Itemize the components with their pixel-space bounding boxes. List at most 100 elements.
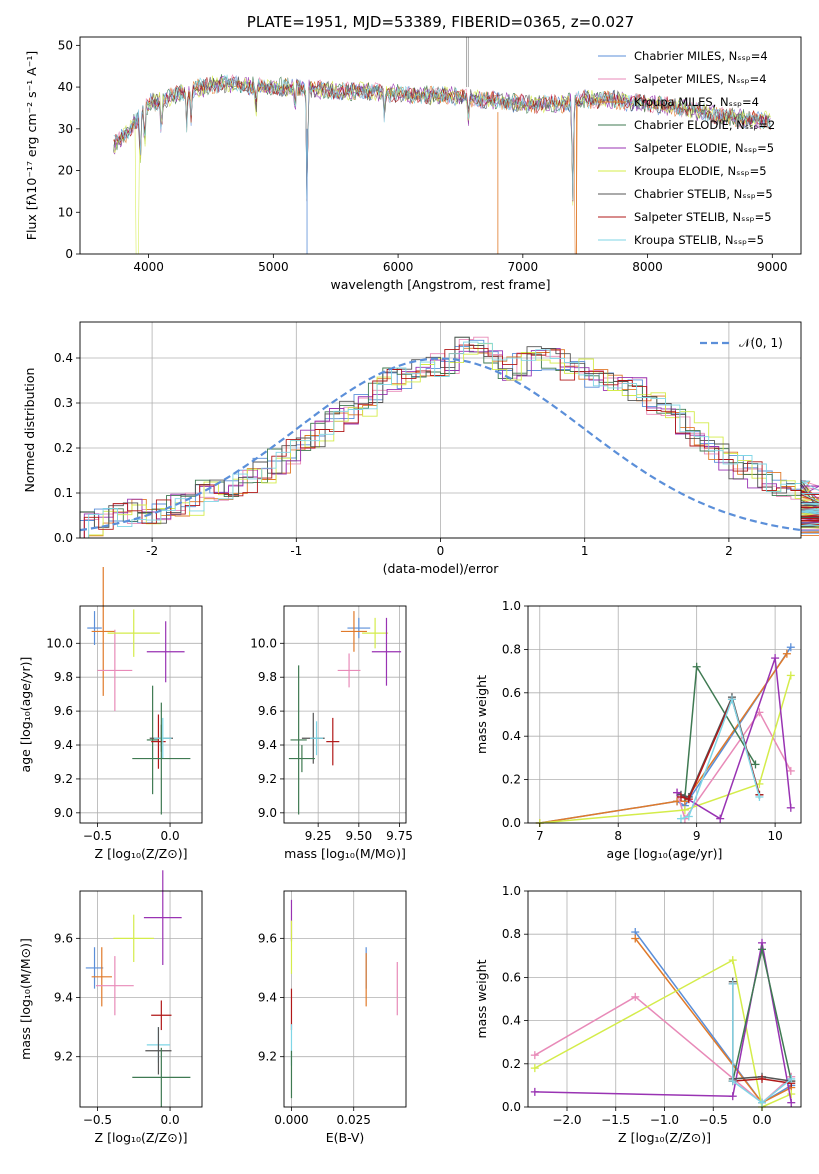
errorbar-point	[85, 947, 104, 989]
y-tick-label: 0.2	[502, 773, 521, 787]
y-tick-label: 40	[58, 80, 73, 94]
errorbar-point	[91, 947, 112, 1007]
errorbar-point	[146, 621, 185, 683]
y-tick-label: 30	[58, 122, 73, 136]
chart-age-weight: 7 8 9 10 0.0 0.2 0.4 0.6 0.8 1.0 age [log₁₀(age/yr…	[474, 599, 802, 861]
legend-label: 𝒩(0, 1)	[739, 336, 783, 350]
x-tick-label: 10	[767, 829, 782, 843]
errorbar-point	[290, 665, 307, 815]
errorbar-point	[132, 1047, 191, 1107]
y-tick-label: 0.6	[502, 970, 521, 984]
series-line	[539, 646, 792, 824]
x-tick-label: 7	[536, 829, 544, 843]
y-tick-label: 9.8	[258, 670, 277, 684]
x-tick-label: −1.0	[650, 1113, 679, 1127]
x-axis-label: mass [log₁₀(M/M⊙)]	[284, 846, 406, 861]
legend-label: Kroupa STELIB, Nₛₛₚ=5	[634, 233, 764, 247]
errorbar-point	[151, 714, 166, 769]
errorbar-point	[95, 956, 134, 1016]
legend-label: Chabrier STELIB, Nₛₛₚ=5	[634, 187, 773, 201]
y-tick-label: 9.2	[54, 1050, 73, 1064]
y-tick-label: 9.4	[258, 991, 277, 1005]
histogram-salpeter-stelib	[83, 344, 819, 538]
axes-frame	[79, 36, 802, 255]
axes-frame	[79, 605, 203, 824]
errorbar-point	[97, 629, 133, 712]
x-tick-label: −2.0	[552, 1113, 581, 1127]
y-tick-label: 0.8	[502, 927, 521, 941]
errorbar-point	[288, 745, 315, 773]
plot-area	[535, 643, 795, 827]
x-axis-label: Z [log₁₀(Z/Z⊙)]	[95, 846, 188, 861]
errorbar-point	[362, 617, 389, 649]
x-tick-label: 0	[437, 544, 445, 558]
series-kroupa-miles	[535, 649, 791, 827]
legend-label: Salpeter MILES, Nₛₛₚ=4	[634, 72, 767, 86]
legend-label: Kroupa ELODIE, Nₛₛₚ=5	[634, 164, 767, 178]
y-tick-label: 0	[65, 247, 73, 261]
x-tick-label: 9000	[757, 260, 788, 274]
x-tick-label: 2	[725, 544, 733, 558]
series-line	[680, 696, 761, 820]
chart-z-age: −0.5 0.0 9.0 9.2 9.4 9.6 9.8 10.0 Z [log₁₀(Z/Z⊙)…	[18, 567, 203, 861]
errorbar-point	[113, 914, 155, 963]
x-tick-label: 8	[614, 829, 622, 843]
y-tick-label: 1.0	[502, 599, 521, 613]
y-tick-label: 0.1	[54, 486, 73, 500]
spectrum-line-kroupa-stelib	[113, 74, 771, 201]
y-tick-label: 9.6	[54, 704, 73, 718]
gaussian-curve	[79, 357, 802, 532]
x-tick-label: -1	[290, 544, 302, 558]
series-line	[534, 958, 792, 1109]
plot-area	[87, 567, 191, 815]
x-tick-label: 9	[693, 829, 701, 843]
x-tick-label: 7000	[508, 260, 539, 274]
plot-area	[85, 870, 191, 1107]
y-tick-label: 9.2	[258, 1050, 277, 1064]
x-axis-label: E(B-V)	[326, 1130, 365, 1145]
x-tick-label: 0.0	[161, 1113, 180, 1127]
x-tick-label: 0.0	[161, 829, 180, 843]
x-axis-label: age [log₁₀(age/yr)]	[607, 846, 723, 861]
x-tick-label: 1	[581, 544, 589, 558]
x-tick-label: −1.5	[601, 1113, 630, 1127]
series-line	[676, 710, 792, 821]
y-tick-label: 9.8	[54, 670, 73, 684]
series-line	[534, 995, 792, 1104]
legend-label: Salpeter ELODIE, Nₛₛₚ=5	[634, 141, 774, 155]
x-tick-label: 0.000	[274, 1113, 308, 1127]
x-axis-label: (data-model)/error	[383, 561, 500, 576]
legend-label: Kroupa MILES, Nₛₛₚ=4	[634, 95, 759, 109]
errorbar-point	[347, 617, 371, 639]
y-axis-label: mass weight	[474, 675, 489, 754]
errorbar-point	[87, 611, 102, 645]
y-axis-label: Normed distribution	[22, 368, 37, 493]
legend: Chabrier MILES, Nₛₛₚ=4 Salpeter MILES, Nₛ…	[598, 49, 775, 247]
chart-mass-age: 9.25 9.50 9.75 9.0 9.2 9.4 9.6 9.8 10.0 mass [log…	[250, 605, 413, 861]
y-tick-label: 10.0	[46, 636, 73, 650]
plot-area	[530, 928, 796, 1111]
series-line	[732, 983, 792, 1104]
x-tick-label: −0.5	[83, 829, 112, 843]
series-line	[539, 653, 788, 824]
y-tick-label: 10	[58, 205, 73, 219]
y-tick-label: 9.2	[258, 772, 277, 786]
y-tick-label: 9.0	[54, 806, 73, 820]
y-axis-label: age [log₁₀(age/yr)]	[18, 657, 33, 773]
x-tick-label: 5000	[258, 260, 289, 274]
histogram-chabrier-stelib	[79, 336, 819, 538]
y-tick-label: 0.0	[54, 531, 73, 545]
plot-area	[288, 611, 402, 815]
x-axis-label: wavelength [Angstrom, rest frame]	[330, 277, 550, 292]
y-tick-label: 9.4	[54, 991, 73, 1005]
series-kroupa-stelib	[728, 979, 796, 1107]
y-tick-label: 9.4	[258, 738, 277, 752]
errorbar-point	[371, 617, 402, 686]
series-line	[534, 942, 793, 1103]
y-tick-label: 9.6	[258, 931, 277, 945]
errorbar-point	[132, 702, 191, 815]
series-kroupa-stelib	[676, 695, 764, 823]
errorbar-point	[154, 717, 172, 759]
y-axis-label: mass weight	[474, 959, 489, 1038]
